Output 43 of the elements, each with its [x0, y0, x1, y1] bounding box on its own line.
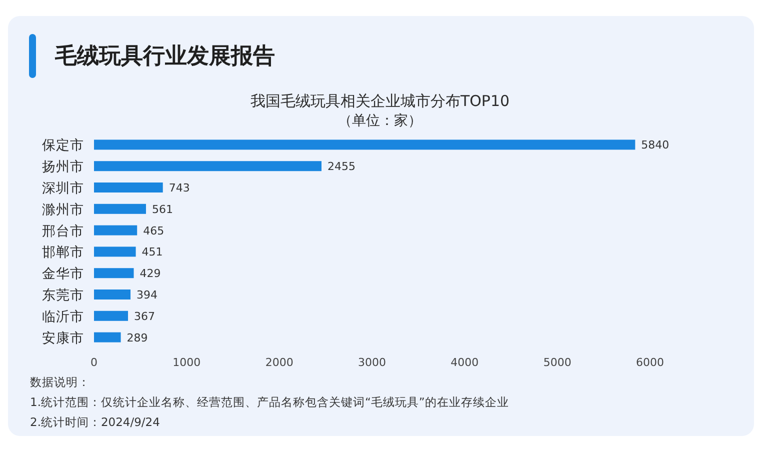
- bar: [94, 225, 138, 236]
- chart-title: 毛绒玩具行业发展报告: [54, 44, 275, 69]
- y-tick-label: 保定市: [42, 138, 84, 154]
- x-tick-label: 2000: [265, 356, 294, 369]
- y-tick-label: 邯郸市: [42, 244, 84, 261]
- x-tick-label: 3000: [358, 356, 386, 369]
- bar: [94, 268, 134, 278]
- data-label: 289: [126, 331, 148, 344]
- x-tick-label: 4000: [450, 356, 479, 369]
- x-tick-label: 0: [90, 356, 98, 369]
- data-label: 394: [136, 288, 158, 302]
- bar: [94, 161, 322, 172]
- y-tick-label: 安康市: [42, 330, 84, 346]
- bar: [94, 290, 131, 300]
- bar: [94, 310, 128, 321]
- data-label: 451: [142, 246, 163, 259]
- y-tick-label: 金华市: [42, 266, 84, 282]
- bar: [94, 204, 146, 214]
- x-tick-label: 5000: [543, 356, 572, 369]
- data-label: 743: [168, 182, 190, 194]
- data-label: 5840: [641, 138, 670, 152]
- text: （单位：家）: [338, 113, 422, 129]
- data-label: 367: [134, 310, 156, 323]
- chart-subtitle: 我国毛绒玩具相关企业城市分布TOP10: [250, 92, 510, 110]
- data-label: 465: [143, 224, 164, 238]
- bar: [94, 140, 636, 150]
- bar: [94, 182, 163, 192]
- y-tick-label: 扬州市: [42, 159, 84, 176]
- x-tick-label: 6000: [636, 356, 664, 369]
- data-label: 561: [152, 202, 173, 216]
- x-tick-label: 1000: [172, 356, 201, 369]
- bar: [94, 332, 121, 342]
- text: 2.统计时间：2024/9/24: [30, 415, 160, 429]
- bar: [94, 246, 136, 257]
- y-tick-label: 深圳市: [42, 180, 84, 196]
- y-tick-label: 邢台市: [42, 223, 84, 240]
- y-tick-label: 滁州市: [42, 202, 84, 218]
- data-label: 429: [140, 267, 161, 280]
- text: 1.统计范围：仅统计企业名称、经营范围、产品名称包含关键词“毛绒玩具”的在业存续企业: [30, 395, 509, 409]
- y-tick-label: 东莞市: [42, 288, 84, 304]
- text: 数据说明：: [30, 375, 90, 389]
- y-tick-label: 临沂市: [42, 308, 84, 325]
- data-label: 2455: [327, 160, 356, 174]
